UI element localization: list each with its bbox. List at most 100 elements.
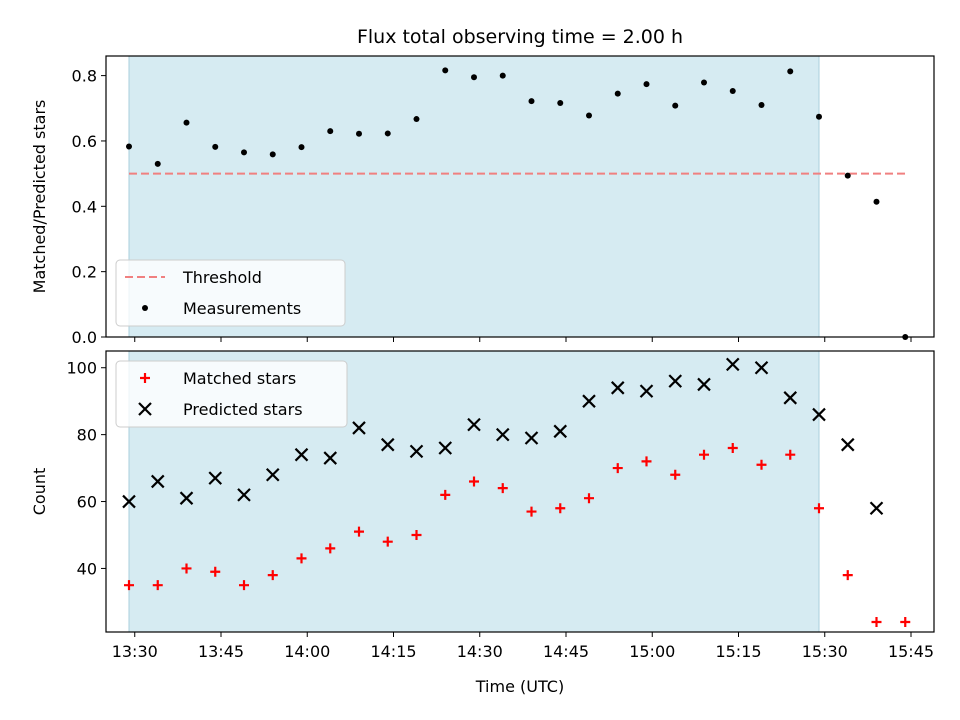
predicted-star-point <box>438 441 453 455</box>
chart-title: Flux total observing time = 2.00 h <box>357 26 683 48</box>
y-tick-label: 0.4 <box>72 197 97 216</box>
predicted-star-point <box>553 424 568 439</box>
matched-star-point <box>699 449 709 460</box>
matched-star-point <box>555 503 566 514</box>
axes-frame <box>105 55 935 338</box>
predicted-star-point <box>668 374 683 388</box>
matched-star-point <box>900 616 911 627</box>
predicted-star-point <box>179 491 194 505</box>
measurement-point <box>327 128 334 135</box>
predicted-star-point <box>783 391 798 405</box>
measurement-point <box>614 90 621 97</box>
x-tick-label: 14:30 <box>457 642 503 661</box>
measurement-point <box>126 143 132 150</box>
predicted-star-point <box>495 427 510 442</box>
y-tick-label: 100 <box>66 359 97 378</box>
measurement-point <box>154 160 161 167</box>
x-tick-label: 15:00 <box>629 642 675 661</box>
matched-star-point <box>325 543 336 554</box>
matched-star-point <box>584 493 594 504</box>
matched-star-point <box>497 483 508 494</box>
matched-star-point <box>641 456 652 467</box>
measurement-point <box>183 119 190 126</box>
matched-star-point <box>124 580 134 591</box>
x-tick-label: 15:45 <box>888 642 934 661</box>
matched-star-point <box>296 553 307 564</box>
measurement-point <box>643 81 650 88</box>
measurement-point <box>298 144 305 151</box>
measurement-point <box>241 149 247 156</box>
axes-frame <box>105 350 935 633</box>
legend-measurement-swatch <box>142 305 148 311</box>
y-tick-label: 0.0 <box>72 328 97 347</box>
legend-box <box>115 360 348 428</box>
measurement-point <box>586 112 592 119</box>
measurement-point <box>384 130 391 137</box>
measurement-point <box>787 68 794 75</box>
predicted-star-point <box>697 377 711 392</box>
predicted-star-point <box>208 471 223 485</box>
predicted-star-point <box>409 444 424 459</box>
legend: Matched stars Predicted stars <box>115 360 348 428</box>
y-tick-label: 80 <box>77 426 97 445</box>
predicted-star-point <box>639 384 654 398</box>
legend-label: Predicted stars <box>183 400 303 419</box>
predicted-star-point <box>237 488 251 502</box>
x-axis-label: Time (UTC) <box>475 677 564 696</box>
matched-star-point <box>756 459 767 470</box>
measurement-point <box>413 116 420 123</box>
x-tick-label: 15:30 <box>802 642 848 661</box>
legend-label: Measurements <box>183 299 301 318</box>
matched-star-point <box>440 489 451 500</box>
matched-star-point <box>612 463 623 474</box>
bottom-panel: 40 60 80 100 13:30 13:45 14:00 14:15 14:30 14:45 1… <box>30 350 935 696</box>
measurement-point <box>212 143 219 150</box>
predicted-star-point <box>150 474 165 489</box>
matched-star-point <box>871 616 882 627</box>
measurement-point <box>701 79 707 86</box>
predicted-star-point <box>754 360 769 375</box>
predicted-star-point <box>294 447 309 462</box>
predicted-star-point <box>265 467 280 482</box>
matched-star-point <box>239 580 249 591</box>
matched-star-point <box>526 506 537 517</box>
measurement-point <box>816 113 822 120</box>
matched-star-point <box>469 476 479 487</box>
predicted-star-point <box>352 421 366 435</box>
y-tick-label: 60 <box>77 493 97 512</box>
predicted-star-point <box>840 437 855 452</box>
matched-star-point <box>152 580 163 591</box>
predicted-star-point <box>467 417 481 432</box>
y-axis-label: Count <box>30 468 49 516</box>
y-tick-label: 0.6 <box>72 132 97 151</box>
x-tick-label: 14:45 <box>543 642 589 661</box>
legend: Threshold Measurements <box>115 259 346 327</box>
measurement-point <box>499 72 506 79</box>
x-tick-label: 13:45 <box>198 642 244 661</box>
predicted-star-point <box>380 437 395 452</box>
predicted-star-point <box>122 494 136 509</box>
matched-star-point <box>670 469 681 480</box>
matched-star-point <box>210 566 221 577</box>
matched-star-point <box>354 526 364 537</box>
x-tick-label: 13:30 <box>112 642 158 661</box>
top-panel: 0.0 0.2 0.4 0.6 0.8 Flux total observing time… <box>30 26 935 347</box>
predicted-star-point <box>582 394 596 408</box>
predicted-star-point <box>524 431 539 445</box>
y-axis-label: Matched/Predicted stars <box>30 100 49 294</box>
y-tick-label: 0.8 <box>72 67 97 86</box>
predicted-star-point <box>869 501 884 516</box>
measurement-point <box>356 130 362 137</box>
predicted-star-point <box>725 357 740 372</box>
predicted-star-point <box>610 381 625 395</box>
legend-matched-swatch <box>140 373 150 383</box>
matched-star-point <box>181 563 192 574</box>
measurement-point <box>844 172 851 179</box>
measurement-point <box>557 100 564 107</box>
legend-label: Threshold <box>182 268 262 287</box>
matched-star-point <box>785 449 796 460</box>
x-tick-label: 14:00 <box>284 642 330 661</box>
measurement-point <box>729 87 736 94</box>
matched-star-point <box>382 536 393 547</box>
